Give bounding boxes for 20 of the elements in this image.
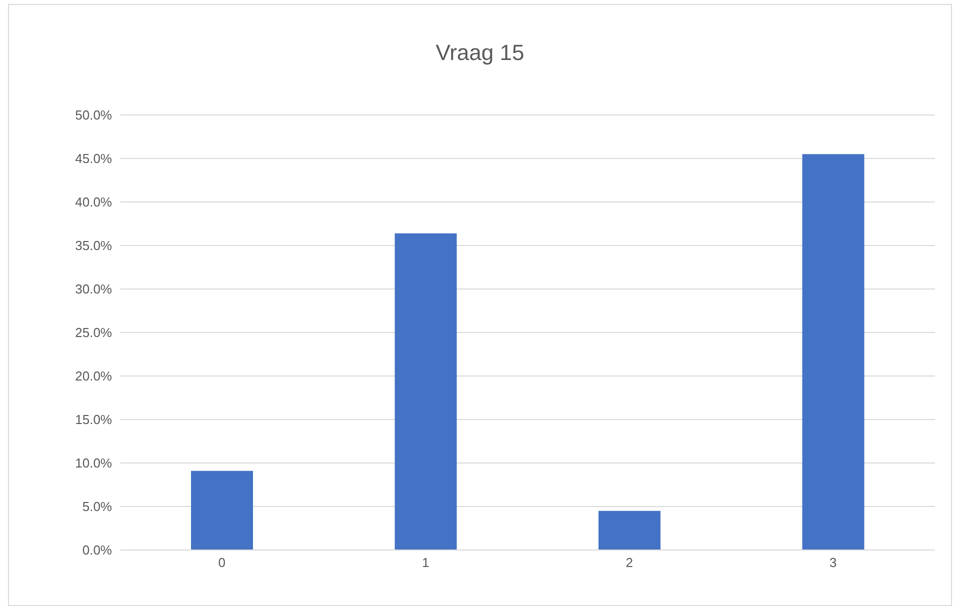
y-tick-label: 20.0%: [75, 368, 112, 384]
y-tick-label: 15.0%: [75, 412, 112, 428]
y-tick-label: 25.0%: [75, 325, 112, 340]
x-tick-label: 0: [218, 555, 226, 570]
y-tick-label: 50.0%: [75, 108, 112, 123]
x-tick-label: 2: [626, 555, 633, 570]
y-tick-label: 40.0%: [75, 194, 112, 210]
bar: [191, 470, 253, 550]
y-tick-label: 5.0%: [82, 499, 112, 514]
bar: [802, 154, 864, 550]
bar: [598, 510, 660, 550]
bar: [394, 233, 457, 550]
y-tick-label: 30.0%: [75, 282, 112, 297]
x-tick-label: 3: [830, 555, 837, 570]
y-tick-label: 0.0%: [82, 542, 112, 558]
chart-title: Vraag 15: [434, 40, 526, 66]
y-tick-label: 10.0%: [75, 456, 112, 471]
y-tick-label: 35.0%: [75, 238, 112, 254]
y-tick-label: 45.0%: [75, 151, 112, 166]
x-tick-label: 1: [422, 555, 430, 570]
